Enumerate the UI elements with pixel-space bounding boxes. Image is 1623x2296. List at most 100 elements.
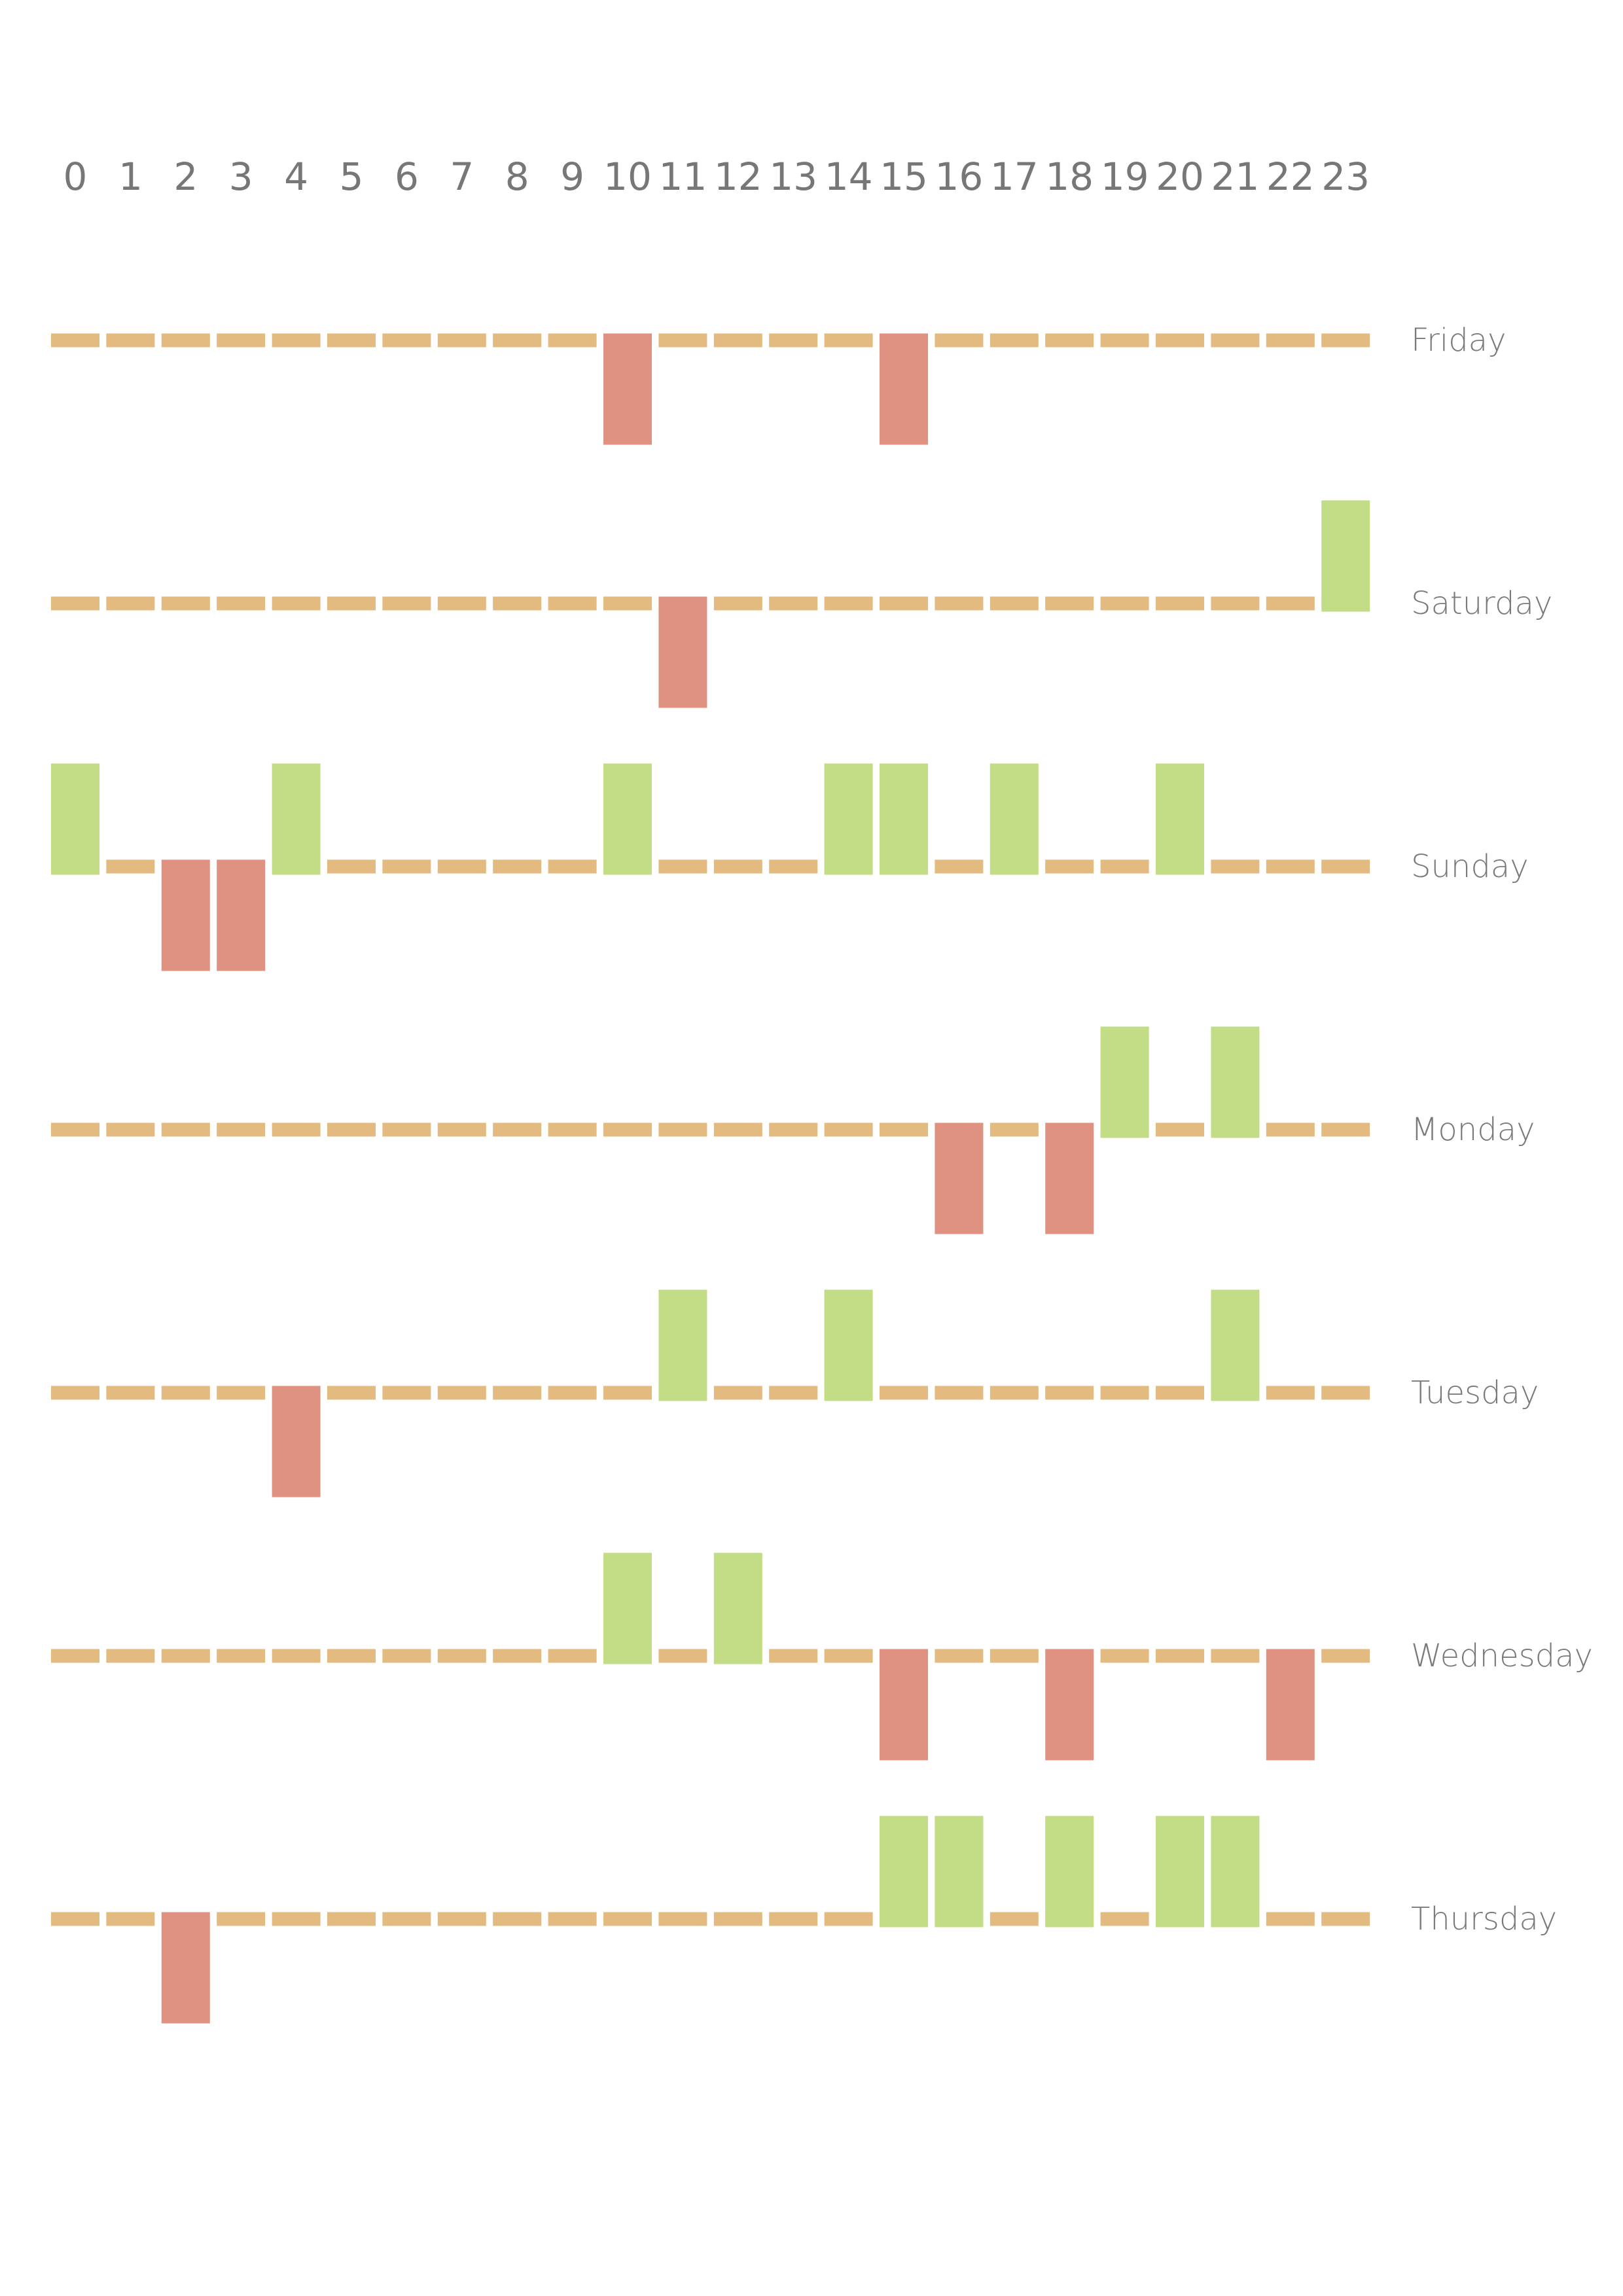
below-block (1045, 1649, 1094, 1761)
neutral-dash (824, 1912, 873, 1926)
day-row: Thursday (51, 1816, 1557, 2024)
neutral-dash (382, 1649, 431, 1663)
neutral-dash (493, 1386, 542, 1400)
neutral-dash (548, 1912, 597, 1926)
above-block (713, 1552, 762, 1664)
neutral-dash (658, 1649, 707, 1663)
neutral-dash (493, 1649, 542, 1663)
neutral-dash (824, 1122, 873, 1137)
hour-tick-label: 7 (450, 154, 474, 199)
neutral-dash (272, 596, 321, 611)
above-block (990, 763, 1039, 875)
day-label: Tuesday (1411, 1374, 1539, 1411)
neutral-dash (824, 333, 873, 348)
neutral-dash (161, 1122, 210, 1137)
neutral-dash (1266, 1912, 1315, 1926)
hour-tick-label: 16 (935, 154, 983, 199)
neutral-dash (106, 596, 155, 611)
neutral-dash (327, 1912, 376, 1926)
neutral-dash (990, 333, 1039, 348)
neutral-dash (1211, 859, 1260, 874)
neutral-dash (658, 333, 707, 348)
neutral-dash (51, 1122, 99, 1137)
day-label: Wednesday (1411, 1638, 1593, 1674)
above-block (1321, 500, 1370, 612)
neutral-dash (382, 1912, 431, 1926)
day-label: Saturday (1411, 585, 1552, 622)
neutral-dash (713, 1912, 762, 1926)
below-block (880, 333, 928, 445)
neutral-dash (1266, 596, 1315, 611)
neutral-dash (1045, 1386, 1094, 1400)
neutral-dash (1100, 1386, 1149, 1400)
neutral-dash (106, 1122, 155, 1137)
above-block (824, 1289, 873, 1401)
neutral-dash (658, 859, 707, 874)
neutral-dash (935, 1649, 984, 1663)
neutral-dash (880, 596, 928, 611)
neutral-dash (1266, 1122, 1315, 1137)
neutral-dash (327, 1649, 376, 1663)
hour-tick-label: 3 (229, 154, 253, 199)
neutral-dash (437, 333, 486, 348)
above-block (880, 763, 928, 875)
neutral-dash (769, 859, 818, 874)
hour-tick-label: 22 (1266, 154, 1315, 199)
neutral-dash (217, 1912, 266, 1926)
above-block (603, 1552, 652, 1664)
neutral-dash (1045, 596, 1094, 611)
neutral-dash (769, 333, 818, 348)
below-block (161, 859, 210, 971)
neutral-dash (603, 596, 652, 611)
above-block (1156, 1816, 1204, 1928)
hour-tick-label: 17 (990, 154, 1039, 199)
neutral-dash (1321, 1649, 1370, 1663)
above-block (658, 1289, 707, 1401)
neutral-dash (1156, 1386, 1204, 1400)
day-label: Friday (1411, 322, 1506, 359)
neutral-dash (272, 1912, 321, 1926)
below-block (603, 333, 652, 445)
neutral-dash (327, 596, 376, 611)
neutral-dash (382, 859, 431, 874)
neutral-dash (493, 596, 542, 611)
neutral-dash (327, 1386, 376, 1400)
below-block (1266, 1649, 1315, 1761)
neutral-dash (51, 1386, 99, 1400)
neutral-dash (51, 596, 99, 611)
day-rows: Friday Saturday Sunday Monday Tuesday Wednesd… (51, 322, 1593, 2024)
neutral-dash (769, 1649, 818, 1663)
neutral-dash (51, 333, 99, 348)
neutral-dash (713, 1386, 762, 1400)
day-row: Tuesday (51, 1289, 1539, 1498)
neutral-dash (51, 1649, 99, 1663)
neutral-dash (548, 1122, 597, 1137)
below-block (272, 1386, 321, 1498)
neutral-dash (1156, 1122, 1204, 1137)
neutral-dash (437, 1122, 486, 1137)
above-block (1211, 1026, 1260, 1138)
neutral-dash (769, 1122, 818, 1137)
above-block (880, 1816, 928, 1928)
day-row: Monday (51, 1026, 1535, 1234)
neutral-dash (217, 1386, 266, 1400)
neutral-dash (769, 1386, 818, 1400)
below-block (935, 1122, 984, 1234)
hour-tick-label: 8 (505, 154, 529, 199)
neutral-dash (769, 1912, 818, 1926)
below-block (1045, 1122, 1094, 1234)
neutral-dash (1156, 1649, 1204, 1663)
above-block (1211, 1816, 1260, 1928)
neutral-dash (935, 1386, 984, 1400)
neutral-dash (217, 1122, 266, 1137)
neutral-dash (603, 1912, 652, 1926)
neutral-dash (161, 1649, 210, 1663)
neutral-dash (1321, 333, 1370, 348)
hour-tick-label: 6 (395, 154, 419, 199)
neutral-dash (106, 859, 155, 874)
day-label: Sunday (1411, 848, 1529, 885)
neutral-dash (493, 1912, 542, 1926)
neutral-dash (161, 333, 210, 348)
hour-tick-label: 23 (1321, 154, 1370, 199)
